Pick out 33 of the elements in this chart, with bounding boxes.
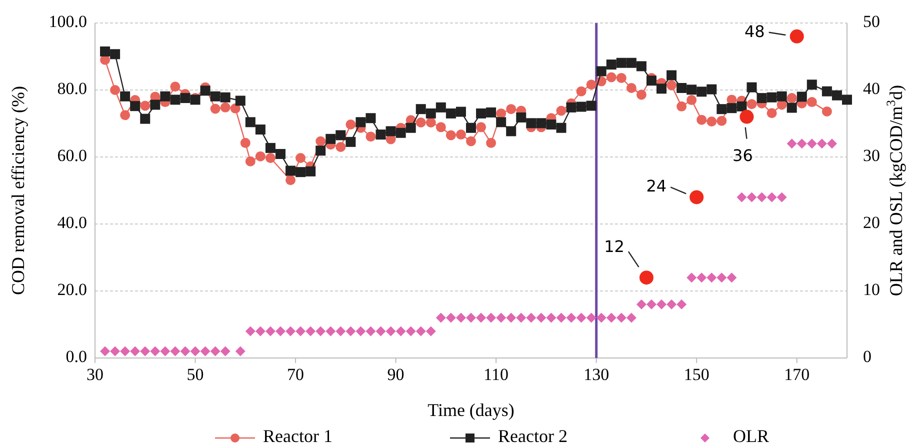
- y2-tick-label: 20: [863, 212, 880, 232]
- y2-tick-label: 30: [863, 146, 880, 165]
- y-tick-label: 40.0: [57, 212, 87, 232]
- x-tick-label: 110: [484, 365, 509, 384]
- y-tick-label: 100.0: [48, 12, 87, 31]
- legend-label: OLR: [733, 426, 769, 446]
- y-tick-label: 20.0: [57, 280, 87, 299]
- x-tick-label: 50: [186, 365, 204, 384]
- point: [740, 110, 754, 124]
- x-tick-label: 90: [387, 365, 404, 384]
- data-label: 48: [744, 22, 765, 41]
- y-tick-label: 80.0: [57, 78, 87, 98]
- x-tick-label: 30: [86, 365, 104, 384]
- y2-tick-label: 40: [863, 78, 880, 98]
- x-tick-label: 170: [784, 365, 810, 384]
- legend-label: Reactor 1: [263, 426, 332, 446]
- data-label: 12: [604, 236, 624, 256]
- y-tick-label: 60.0: [57, 146, 87, 165]
- point: [790, 29, 804, 44]
- x-axis-title: Time (days): [428, 400, 514, 420]
- point: [690, 190, 704, 204]
- y-axis-title: COD removal efficiency (%): [8, 86, 28, 296]
- y2-tick-label: 0: [863, 346, 872, 366]
- y2-tick-label: 10: [863, 280, 880, 299]
- legend-label: Reactor 2: [498, 426, 568, 446]
- x-tick-label: 150: [684, 365, 710, 384]
- data-label: 36: [732, 146, 753, 166]
- x-tick-label: 70: [287, 365, 304, 384]
- x-tick-label: 130: [584, 365, 610, 384]
- data-label: 24: [646, 176, 667, 196]
- y-tick-label: 0.0: [66, 346, 87, 366]
- point: [639, 270, 654, 285]
- y2-tick-label: 50: [863, 12, 880, 31]
